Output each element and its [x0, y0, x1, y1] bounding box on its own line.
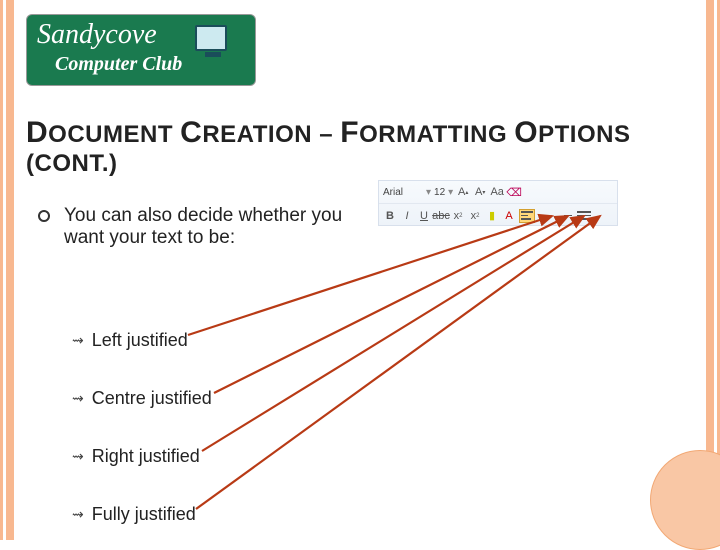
- logo-line2: Computer Club: [55, 53, 182, 76]
- superscript-icon[interactable]: x2: [468, 209, 482, 223]
- font-color-icon[interactable]: A: [502, 209, 516, 223]
- underline-icon[interactable]: U: [417, 209, 431, 223]
- align-right-button[interactable]: [557, 209, 573, 223]
- logo-sandycove: Sandycove Computer Club: [26, 14, 256, 86]
- monitor-icon: [195, 25, 227, 51]
- sub-bullet-icon: ⇝: [72, 448, 84, 465]
- strike-icon[interactable]: abc: [434, 209, 448, 223]
- grow-font-icon[interactable]: A▴: [456, 185, 470, 199]
- sub-bullet-label: Left justified: [92, 330, 188, 351]
- formatting-toolbar: Arial ▾ 12 ▾ A▴ A▾ Aa ⌫ B I U abc x2 x2 …: [378, 180, 618, 226]
- sub-bullet-icon: ⇝: [72, 332, 84, 349]
- italic-icon[interactable]: I: [400, 209, 414, 223]
- sub-bullet-3: ⇝ Fully justified: [72, 504, 196, 525]
- corner-circle: [650, 450, 720, 550]
- sub-bullet-icon: ⇝: [72, 506, 84, 523]
- align-center-button[interactable]: [538, 209, 554, 223]
- sub-bullet-label: Fully justified: [92, 504, 196, 525]
- logo-line1: Sandycove: [37, 19, 157, 51]
- align-justify-button[interactable]: [576, 209, 592, 223]
- font-size[interactable]: 12: [434, 187, 445, 198]
- sub-bullet-2: ⇝ Right justified: [72, 446, 200, 467]
- highlight-icon[interactable]: ▮: [485, 209, 499, 223]
- main-bullet: You can also decide whether you want you…: [38, 205, 348, 249]
- change-case-icon[interactable]: Aa: [490, 185, 504, 199]
- clear-format-icon[interactable]: ⌫: [507, 185, 521, 199]
- main-bullet-text: You can also decide whether you want you…: [64, 205, 348, 249]
- subscript-icon[interactable]: x2: [451, 209, 465, 223]
- left-border: [0, 0, 14, 540]
- sub-bullet-icon: ⇝: [72, 390, 84, 407]
- align-left-button[interactable]: [519, 209, 535, 223]
- sub-bullet-label: Centre justified: [92, 388, 212, 409]
- sub-bullet-label: Right justified: [92, 446, 200, 467]
- sub-bullet-0: ⇝ Left justified: [72, 330, 188, 351]
- bullet-dot-icon: [38, 210, 50, 222]
- slide-title: DOCUMENT CREATION – FORMATTING OPTIONS (…: [26, 116, 720, 178]
- shrink-font-icon[interactable]: A▾: [473, 185, 487, 199]
- font-name[interactable]: Arial: [383, 187, 423, 198]
- sub-bullet-1: ⇝ Centre justified: [72, 388, 212, 409]
- bold-icon[interactable]: B: [383, 209, 397, 223]
